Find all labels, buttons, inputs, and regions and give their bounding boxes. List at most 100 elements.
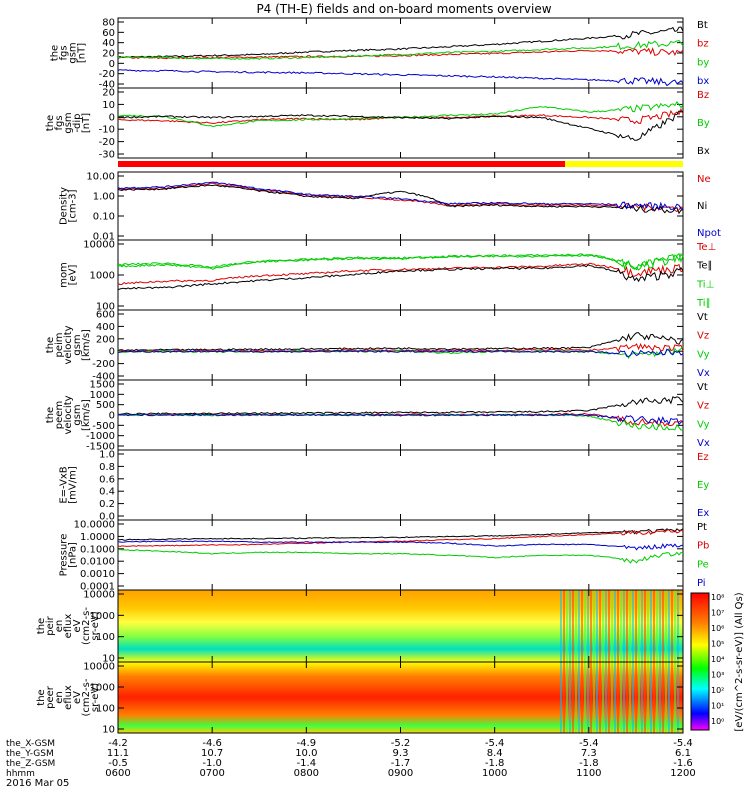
colorbar-tick-label: 10¹ (711, 702, 724, 711)
x-axis-value: 0900 (388, 768, 413, 779)
y-tick-label: 0 (109, 411, 115, 422)
spectrogram-streak (611, 662, 613, 733)
y-axis-label-line: peir (45, 615, 56, 635)
colorbar-scale (690, 592, 710, 731)
series-bx (117, 69, 684, 87)
spectrogram-streak (671, 590, 673, 662)
spectrogram-streak (665, 590, 667, 662)
spectrogram-streak (668, 590, 670, 662)
series-Ti∥ (117, 252, 684, 271)
legend-entry: Bz (697, 90, 709, 101)
spectrogram-streak (626, 662, 628, 733)
spectrogram-streak (656, 662, 658, 733)
panel-4: 10000 1000 100 mom[eV] Te⊥ Te∥ Ti⊥ Ti∥ (59, 239, 716, 313)
y-axis-label-line: the (45, 115, 56, 131)
spectrogram-streak (677, 590, 679, 662)
y-tick-label: 80 (102, 18, 115, 29)
y-axis-label-line: peim (54, 332, 65, 357)
spectrogram-streak (632, 662, 634, 733)
y-axis-label-line: eV (72, 619, 83, 632)
spectrogram-streak (662, 590, 664, 662)
y-tick-label: 0 (109, 59, 115, 70)
y-axis-label-line: sr-eV) (90, 611, 101, 640)
y-tick-label: 0.6 (99, 474, 115, 485)
y-axis-label-line: E=-VxB (59, 466, 70, 503)
spectrogram-streak (650, 590, 652, 662)
x-axis-row-label: the_Z-GSM (6, 759, 55, 769)
y-axis-label-line: the (36, 618, 47, 634)
y-tick-label: -500 (92, 421, 115, 432)
y-axis-label-line: sr-eV) (90, 683, 101, 712)
spectrogram-streak (629, 662, 631, 733)
y-tick-label: 60 (102, 28, 115, 39)
spectrogram-streak (560, 590, 562, 662)
spectrogram-streak (635, 590, 637, 662)
legend-entry: Pt (697, 522, 707, 533)
y-axis-label-line: peem (54, 401, 65, 429)
spectrogram-streak (635, 662, 637, 733)
series-Pe (117, 548, 684, 564)
series-Te⊥ (117, 262, 684, 286)
y-tick-label: -10 (99, 125, 115, 136)
spectrogram-streak (590, 662, 592, 733)
y-tick-label: 1000 (90, 683, 115, 694)
colorbar-tick-label: 10⁵ (711, 640, 724, 649)
spectrogram-streak (602, 662, 604, 733)
x-axis-value: 9.3 (393, 748, 409, 759)
x-axis-value: -4.2 (108, 738, 128, 749)
y-tick-label: 0.1000 (80, 544, 115, 555)
colorbar-tick-label: 10⁶ (711, 624, 724, 633)
colorbar-tick-label: 10⁷ (711, 609, 724, 618)
spectrogram-streak (593, 662, 595, 733)
spectrogram-streak (608, 590, 610, 662)
spectrogram-streak (674, 590, 676, 662)
x-axis-value: -1.8 (579, 758, 599, 769)
spectrogram-streak (623, 590, 625, 662)
y-tick-label: -20 (99, 69, 115, 80)
panel-9: 10000100010010thepeirenefluxeV(cm2-s-sr-… (36, 589, 684, 665)
legend-entry: Vy (697, 349, 710, 360)
series-Vt (117, 396, 684, 416)
spectrogram-streak (575, 590, 577, 662)
legend-entry: Bt (697, 20, 708, 31)
spectrogram-streak (623, 662, 625, 733)
y-axis-label-line: (cm2-s- (81, 607, 92, 645)
y-axis-label-line: gsm (68, 42, 79, 63)
y-tick-label: 0.0100 (80, 557, 115, 568)
y-axis-label-line: Pressure (59, 534, 70, 577)
series-Ne (117, 182, 684, 213)
colorbar-tick-label: 10² (711, 686, 724, 695)
y-tick-label: 200 (96, 334, 115, 345)
legend-entry: Bx (697, 146, 710, 157)
spectrogram-streak (638, 590, 640, 662)
y-tick-label: 0.0 (99, 512, 115, 523)
y-axis-label: E=-VxB[mV/m] (59, 466, 79, 504)
y-axis-label-line: en (54, 620, 65, 633)
y-tick-label: 100 (96, 302, 115, 313)
y-axis-label-line: the (36, 689, 47, 705)
y-axis-label-line: mom (59, 262, 70, 288)
y-tick-label: 10000 (83, 662, 115, 673)
y-axis-label-line: [nPa] (68, 542, 79, 568)
x-axis-value: 7.3 (581, 748, 597, 759)
colorbar-tick-label: 10⁸ (711, 593, 724, 602)
series-Ni (117, 184, 684, 215)
spectrogram-streak (590, 590, 592, 662)
panel-3: 10.00 1.00 0.10 0.01 Density[cm-3] Ne Ni Npot (59, 171, 721, 243)
panel-frame (117, 449, 684, 521)
spectrogram-streak (587, 590, 589, 662)
x-axis-value: -0.5 (108, 758, 128, 769)
spectrogram-streak (572, 590, 574, 662)
spectrogram-streak (641, 590, 643, 662)
y-axis-label-line: the (45, 337, 56, 353)
x-axis-value: -1.6 (673, 758, 693, 769)
y-tick-label: 0.2 (99, 499, 115, 510)
x-axis-value: -5.4 (673, 738, 693, 749)
y-axis-label-line: [cm-3] (68, 189, 79, 222)
y-axis-label-line: the (50, 45, 61, 61)
panel-10: 10000100010010thepeerenefluxeV(cm2-s-sr-… (36, 661, 684, 736)
